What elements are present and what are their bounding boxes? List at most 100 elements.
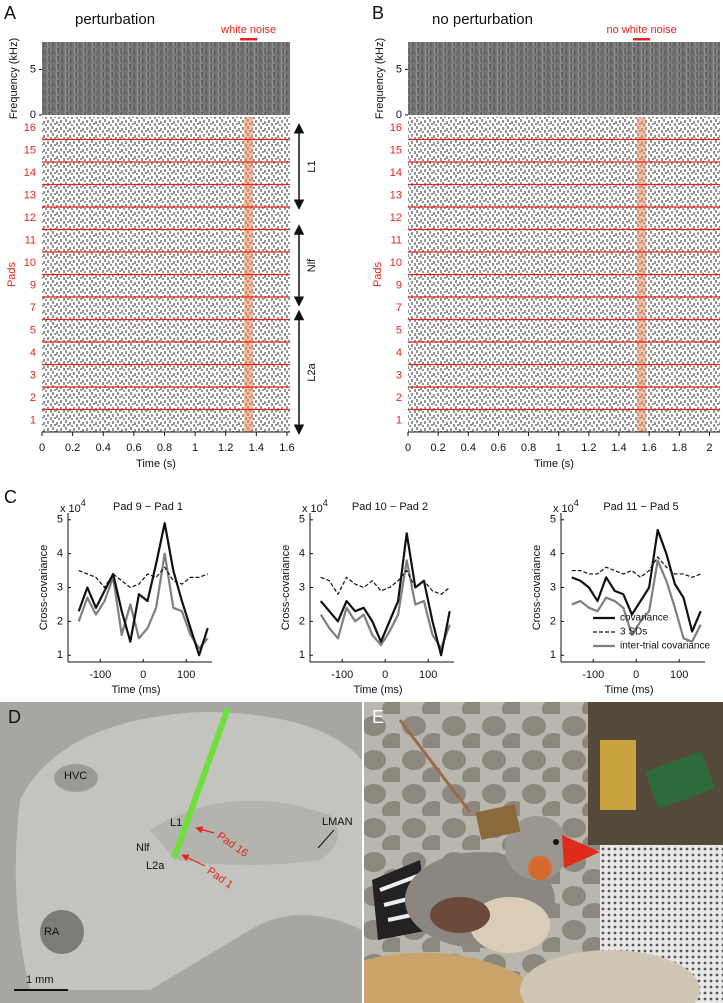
region-label: LMAN [322,816,353,828]
freq-axis-label: Frequency (kHz) [374,38,386,119]
y-tick-label: 2 [550,615,556,627]
cable [398,719,472,813]
pad-label: 16 [24,122,36,134]
probe-track [171,706,231,860]
x-tick-label: 0 [140,669,146,681]
inset-board [644,750,716,810]
x-tick-label: 0 [39,442,45,454]
bird-belly [470,897,550,953]
spectrogram [42,42,290,115]
x-tick-label: 0.8 [521,442,536,454]
x-tick-label: 0.6 [126,442,141,454]
y-axis-label: Pads [372,261,384,287]
axis-multiplier: x 104 [553,498,579,515]
pad-label: 11 [25,235,36,247]
y-tick-label: 3 [57,581,63,593]
chart-title: Pad 10 − Pad 2 [352,501,428,513]
x-tick-label: 0.6 [491,442,506,454]
y-tick-label: 4 [57,548,63,560]
x-tick-label: 100 [419,669,437,681]
series-line [319,532,451,657]
legend-label: inter-trial covariance [620,641,710,652]
spectrogram [408,42,720,115]
multiplier-exponent: 4 [323,498,328,508]
y-axis-label: Cross-covariance [531,545,543,631]
x-tick-label: 1.2 [581,442,596,454]
panel-title: perturbation [75,11,155,28]
pad-label: 14 [24,167,36,179]
pad-label: 10 [24,257,36,269]
x-tick-label: 0.2 [430,442,445,454]
series-line [320,569,451,595]
cheek-patch [528,856,552,880]
x-tick-label: 100 [177,669,195,681]
y-tick-label: 1 [299,649,305,661]
legend-label: covariance [620,613,669,624]
panel-letter: B [372,3,384,23]
y-tick-label: 5 [57,514,63,526]
beak [562,835,600,868]
x-axis-label: Time (ms) [353,684,402,696]
stone [520,950,700,1003]
y-tick-label: 3 [299,581,305,593]
series-line [319,559,451,650]
pad-label: 1 [30,415,36,427]
panel-letter: D [8,707,21,727]
pad-label: 15 [24,145,36,157]
ra-nucleus [40,910,84,954]
y-tick-label: 0 [30,109,36,121]
y-tick-label: 4 [550,548,556,560]
x-axis-label: Time (s) [136,458,176,470]
panel-d: D HVC RA Nlf L1 L2a Pad 16 Pad 1 LMAN 1 … [0,702,362,1003]
bird-head [505,816,569,880]
x-tick-label: 0.2 [65,442,80,454]
series-line [78,566,208,589]
x-tick-label: 1.4 [611,442,626,454]
multiplier-base: x 10 [302,503,323,515]
panel-letter: A [4,3,16,23]
multiplier-base: x 10 [553,503,574,515]
x-tick-label: 1.6 [642,442,657,454]
noise-bar [240,38,258,41]
x-tick-label: 0 [382,669,388,681]
x-tick-label: 2 [706,442,712,454]
pad16-arrow [195,826,215,834]
multiplier-exponent: 4 [81,498,86,508]
region-label: L2a [306,362,318,381]
pad-label: 7 [30,302,36,314]
pad-label: 4 [30,347,36,359]
x-tick-label: 1 [556,442,562,454]
y-tick-label: 5 [550,514,556,526]
pad1-arrow [181,854,206,867]
multiplier-exponent: 4 [574,498,579,508]
region-label: L2a [146,860,165,872]
pad-label: 3 [30,370,36,382]
pad-label: 12 [24,212,36,224]
freq-axis-label: Frequency (kHz) [8,38,20,119]
bedding [364,952,560,1003]
pad-label: 12 [390,212,402,224]
y-tick-label: 2 [57,615,63,627]
series-line [571,528,702,633]
series-line [77,522,209,657]
annotation: white noise [220,24,276,36]
x-axis-label: Time (s) [534,458,574,470]
region-label: Nlf [306,258,318,272]
pad-label: 1 [396,415,402,427]
panel-e: E [364,702,723,1003]
series-line [571,559,702,643]
noise-bar [633,38,651,41]
pad-label: 15 [390,145,402,157]
x-tick-label: -100 [331,669,353,681]
annotation: no white noise [606,24,676,36]
pad-label: 11 [391,235,402,247]
nidopallium [150,800,338,865]
series-line [77,552,209,650]
x-tick-label: 0 [633,669,639,681]
pad-label: 14 [390,167,402,179]
axis-multiplier: x 104 [60,498,86,515]
hvc-nucleus [54,764,98,792]
x-tick-label: 0.8 [157,442,172,454]
